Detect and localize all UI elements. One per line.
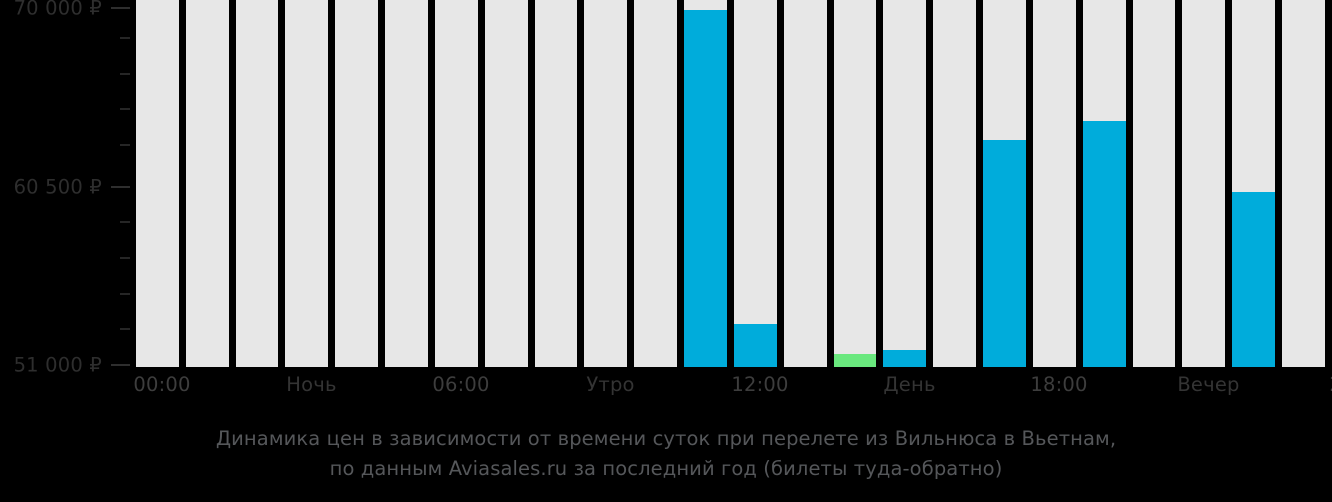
chart-column[interactable] bbox=[783, 0, 834, 367]
y-axis-tick-minor bbox=[120, 72, 130, 75]
x-axis-label: Вечер bbox=[1177, 373, 1240, 396]
x-axis-label: Ночь bbox=[286, 373, 337, 396]
y-axis-tick-major bbox=[111, 364, 130, 366]
chart-column-track bbox=[684, 0, 727, 367]
chart-column-track bbox=[783, 0, 827, 367]
y-axis-label: 70 000 ₽ bbox=[13, 0, 102, 20]
y-axis-tick-minor bbox=[120, 108, 130, 111]
y-axis-tick-minor bbox=[120, 221, 130, 224]
chart-column-track bbox=[1182, 0, 1226, 367]
chart-column-track bbox=[185, 0, 229, 367]
chart-column-track bbox=[1032, 0, 1076, 367]
chart-bar[interactable] bbox=[833, 353, 877, 367]
x-axis-label: 06:00 bbox=[432, 373, 490, 396]
chart-column[interactable] bbox=[883, 0, 933, 367]
y-axis-tick-major bbox=[111, 185, 130, 188]
x-axis-label: День bbox=[883, 373, 936, 396]
chart-column[interactable] bbox=[1282, 0, 1332, 367]
chart-column-track bbox=[983, 0, 1026, 367]
x-axis-label: 12:00 bbox=[731, 373, 789, 396]
chart-column-track bbox=[136, 0, 179, 367]
chart-column[interactable] bbox=[933, 0, 983, 367]
chart-column[interactable] bbox=[484, 0, 535, 367]
chart-caption: Динамика цен в зависимости от времени су… bbox=[0, 424, 1332, 484]
y-axis-tick-minor bbox=[120, 144, 130, 147]
chart-column[interactable] bbox=[235, 0, 286, 367]
chart-column[interactable] bbox=[1182, 0, 1232, 367]
chart-column-track bbox=[1132, 0, 1176, 367]
chart-column-track bbox=[484, 0, 528, 367]
chart-column[interactable] bbox=[1082, 0, 1133, 367]
x-axis-label: 24:00 bbox=[1329, 373, 1332, 396]
caption-line-1: Динамика цен в зависимости от времени су… bbox=[215, 427, 1117, 450]
chart-bar[interactable] bbox=[883, 350, 927, 367]
chart-column[interactable] bbox=[733, 0, 784, 367]
chart-column-track bbox=[1282, 0, 1325, 367]
chart-column-track bbox=[335, 0, 379, 367]
y-axis-label: 60 500 ₽ bbox=[13, 175, 102, 198]
chart-column-track bbox=[285, 0, 329, 367]
chart-column[interactable] bbox=[1032, 0, 1083, 367]
chart-column-track bbox=[634, 0, 678, 367]
chart-column[interactable] bbox=[534, 0, 585, 367]
chart-column[interactable] bbox=[1132, 0, 1183, 367]
chart-bar[interactable] bbox=[983, 139, 1026, 367]
chart-column-track bbox=[733, 0, 777, 367]
chart-column[interactable] bbox=[385, 0, 435, 367]
x-axis-label: 18:00 bbox=[1030, 373, 1088, 396]
chart-column-track bbox=[434, 0, 478, 367]
chart-column[interactable] bbox=[434, 0, 485, 367]
chart-column-track bbox=[385, 0, 428, 367]
chart-column[interactable] bbox=[136, 0, 186, 367]
caption-line-2: по данным Aviasales.ru за последний год … bbox=[329, 457, 1003, 480]
chart-column-track bbox=[584, 0, 628, 367]
x-axis: 00:00 Ночь 06:00 Утро 12:00 День 18:00 Вечер 24:… bbox=[133, 367, 1332, 409]
chart-column[interactable] bbox=[584, 0, 634, 367]
chart-column-track bbox=[1232, 0, 1276, 367]
x-axis-label: 00:00 bbox=[133, 373, 191, 396]
chart-column[interactable] bbox=[833, 0, 884, 367]
y-axis-tick-minor bbox=[120, 292, 130, 295]
chart-bar[interactable] bbox=[733, 323, 777, 367]
chart-column[interactable] bbox=[634, 0, 684, 367]
chart-column-track bbox=[534, 0, 578, 367]
chart-column[interactable] bbox=[285, 0, 335, 367]
y-axis-label: 51 000 ₽ bbox=[13, 353, 102, 377]
chart-column-track bbox=[1082, 0, 1126, 367]
chart-column[interactable] bbox=[684, 0, 734, 367]
y-axis: 70 000 ₽ 60 500 ₽ 51 000 ₽ bbox=[0, 0, 136, 377]
chart-column-track bbox=[883, 0, 927, 367]
chart-bar[interactable] bbox=[1082, 120, 1126, 367]
chart-column-track bbox=[833, 0, 877, 367]
chart-column[interactable] bbox=[983, 0, 1033, 367]
chart-column[interactable] bbox=[185, 0, 236, 367]
y-axis-tick-minor bbox=[120, 328, 130, 331]
y-axis-tick-minor bbox=[120, 256, 130, 259]
y-axis-tick-minor bbox=[120, 37, 130, 40]
chart-column[interactable] bbox=[1232, 0, 1282, 367]
y-axis-tick-major bbox=[111, 7, 130, 9]
chart-column-track bbox=[933, 0, 977, 367]
chart-column-track bbox=[235, 0, 279, 367]
plot-area bbox=[136, 0, 1332, 367]
x-axis-label: Утро bbox=[586, 373, 635, 396]
chart-bar[interactable] bbox=[684, 10, 727, 367]
chart-bar[interactable] bbox=[1232, 192, 1276, 367]
chart-column[interactable] bbox=[335, 0, 385, 367]
